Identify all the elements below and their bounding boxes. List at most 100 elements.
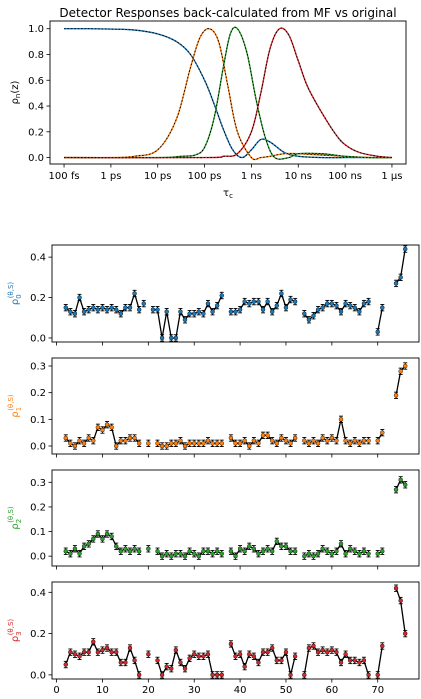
data-point xyxy=(187,549,192,554)
y-tick-label: 1.0 xyxy=(28,24,44,35)
data-point xyxy=(104,645,110,651)
data-point xyxy=(302,438,307,443)
data-point xyxy=(311,553,316,559)
data-point xyxy=(283,438,289,443)
data-point xyxy=(196,654,202,659)
data-point xyxy=(205,652,211,657)
data-point xyxy=(164,551,169,556)
data-point xyxy=(270,645,275,651)
data-point xyxy=(279,291,284,296)
data-point xyxy=(380,549,385,554)
data-point xyxy=(403,363,408,369)
data-point xyxy=(233,309,238,314)
data-point xyxy=(265,299,270,304)
data-point xyxy=(187,656,192,661)
data-point xyxy=(247,443,252,449)
x-tick-label: 100 fs xyxy=(49,171,80,182)
data-point xyxy=(164,443,169,449)
data-point xyxy=(357,660,362,665)
y-axis-label: ρn(z) xyxy=(10,80,22,104)
data-point xyxy=(192,311,197,316)
data-point xyxy=(329,301,335,306)
y-tick-label: 0.4 xyxy=(30,253,46,264)
data-point xyxy=(398,598,403,603)
data-point xyxy=(352,305,357,310)
x-axis-label: τc xyxy=(223,188,233,200)
data-line-segment xyxy=(377,307,383,333)
data-point xyxy=(325,649,330,655)
data-point xyxy=(338,541,344,547)
detector-panel-1: 0.00.10.20.3ρ1(θ,S) xyxy=(7,357,420,458)
data-point xyxy=(91,438,96,443)
data-point xyxy=(380,430,385,435)
data-point xyxy=(233,441,238,446)
data-point xyxy=(302,672,307,678)
data-point xyxy=(357,441,362,446)
data-point xyxy=(91,305,96,310)
data-point xyxy=(228,641,234,647)
data-point xyxy=(302,553,307,559)
x-tick-label: 1 ns xyxy=(241,171,262,182)
data-point xyxy=(274,539,279,544)
data-point xyxy=(334,549,339,554)
x-tick-label: 1 ps xyxy=(100,171,121,182)
data-point xyxy=(306,317,312,322)
axes-frame xyxy=(49,20,407,165)
data-point xyxy=(136,307,142,312)
data-point xyxy=(81,544,87,549)
data-point xyxy=(274,441,279,446)
data-point xyxy=(205,301,211,306)
data-point xyxy=(201,549,206,554)
data-point xyxy=(77,654,82,659)
data-point xyxy=(361,658,367,663)
data-point xyxy=(187,441,192,446)
y-tick-label: 0.3 xyxy=(30,478,46,489)
data-point xyxy=(393,393,399,398)
data-point xyxy=(118,660,124,665)
data-point xyxy=(155,307,160,312)
data-point xyxy=(201,654,206,659)
data-point xyxy=(334,649,339,655)
data-point xyxy=(283,305,289,310)
x-tick-label: 40 xyxy=(234,685,247,696)
data-point xyxy=(196,553,202,559)
data-point xyxy=(288,441,293,446)
data-point xyxy=(361,438,367,443)
data-point xyxy=(334,438,339,443)
data-point xyxy=(127,305,133,310)
data-point xyxy=(178,309,183,314)
data-point xyxy=(237,307,243,312)
data-point xyxy=(311,438,316,443)
data-point xyxy=(265,433,270,438)
data-point xyxy=(114,649,119,655)
series-line-0 xyxy=(64,27,392,159)
data-point xyxy=(169,335,174,341)
data-point xyxy=(214,549,220,554)
data-point xyxy=(311,643,316,649)
data-point xyxy=(109,534,114,539)
data-point xyxy=(247,544,252,549)
y-tick-label: 0.2 xyxy=(30,293,46,304)
data-point xyxy=(201,311,206,316)
data-point xyxy=(251,654,257,659)
data-point xyxy=(343,301,348,306)
data-point xyxy=(159,335,165,341)
data-point xyxy=(182,553,188,559)
data-point xyxy=(169,441,174,446)
x-tick-label: 100 ns xyxy=(328,171,362,182)
data-point xyxy=(86,649,91,655)
data-point xyxy=(265,649,270,655)
data-point xyxy=(380,305,385,310)
data-point xyxy=(178,438,183,443)
data-point xyxy=(325,549,330,554)
data-point xyxy=(173,551,179,556)
axes-frame xyxy=(51,357,420,455)
data-point xyxy=(155,441,160,446)
data-point xyxy=(118,549,124,554)
data-point xyxy=(219,672,224,678)
data-point xyxy=(403,482,408,487)
data-point xyxy=(237,652,243,657)
data-point xyxy=(320,305,325,310)
data-point xyxy=(292,549,298,554)
